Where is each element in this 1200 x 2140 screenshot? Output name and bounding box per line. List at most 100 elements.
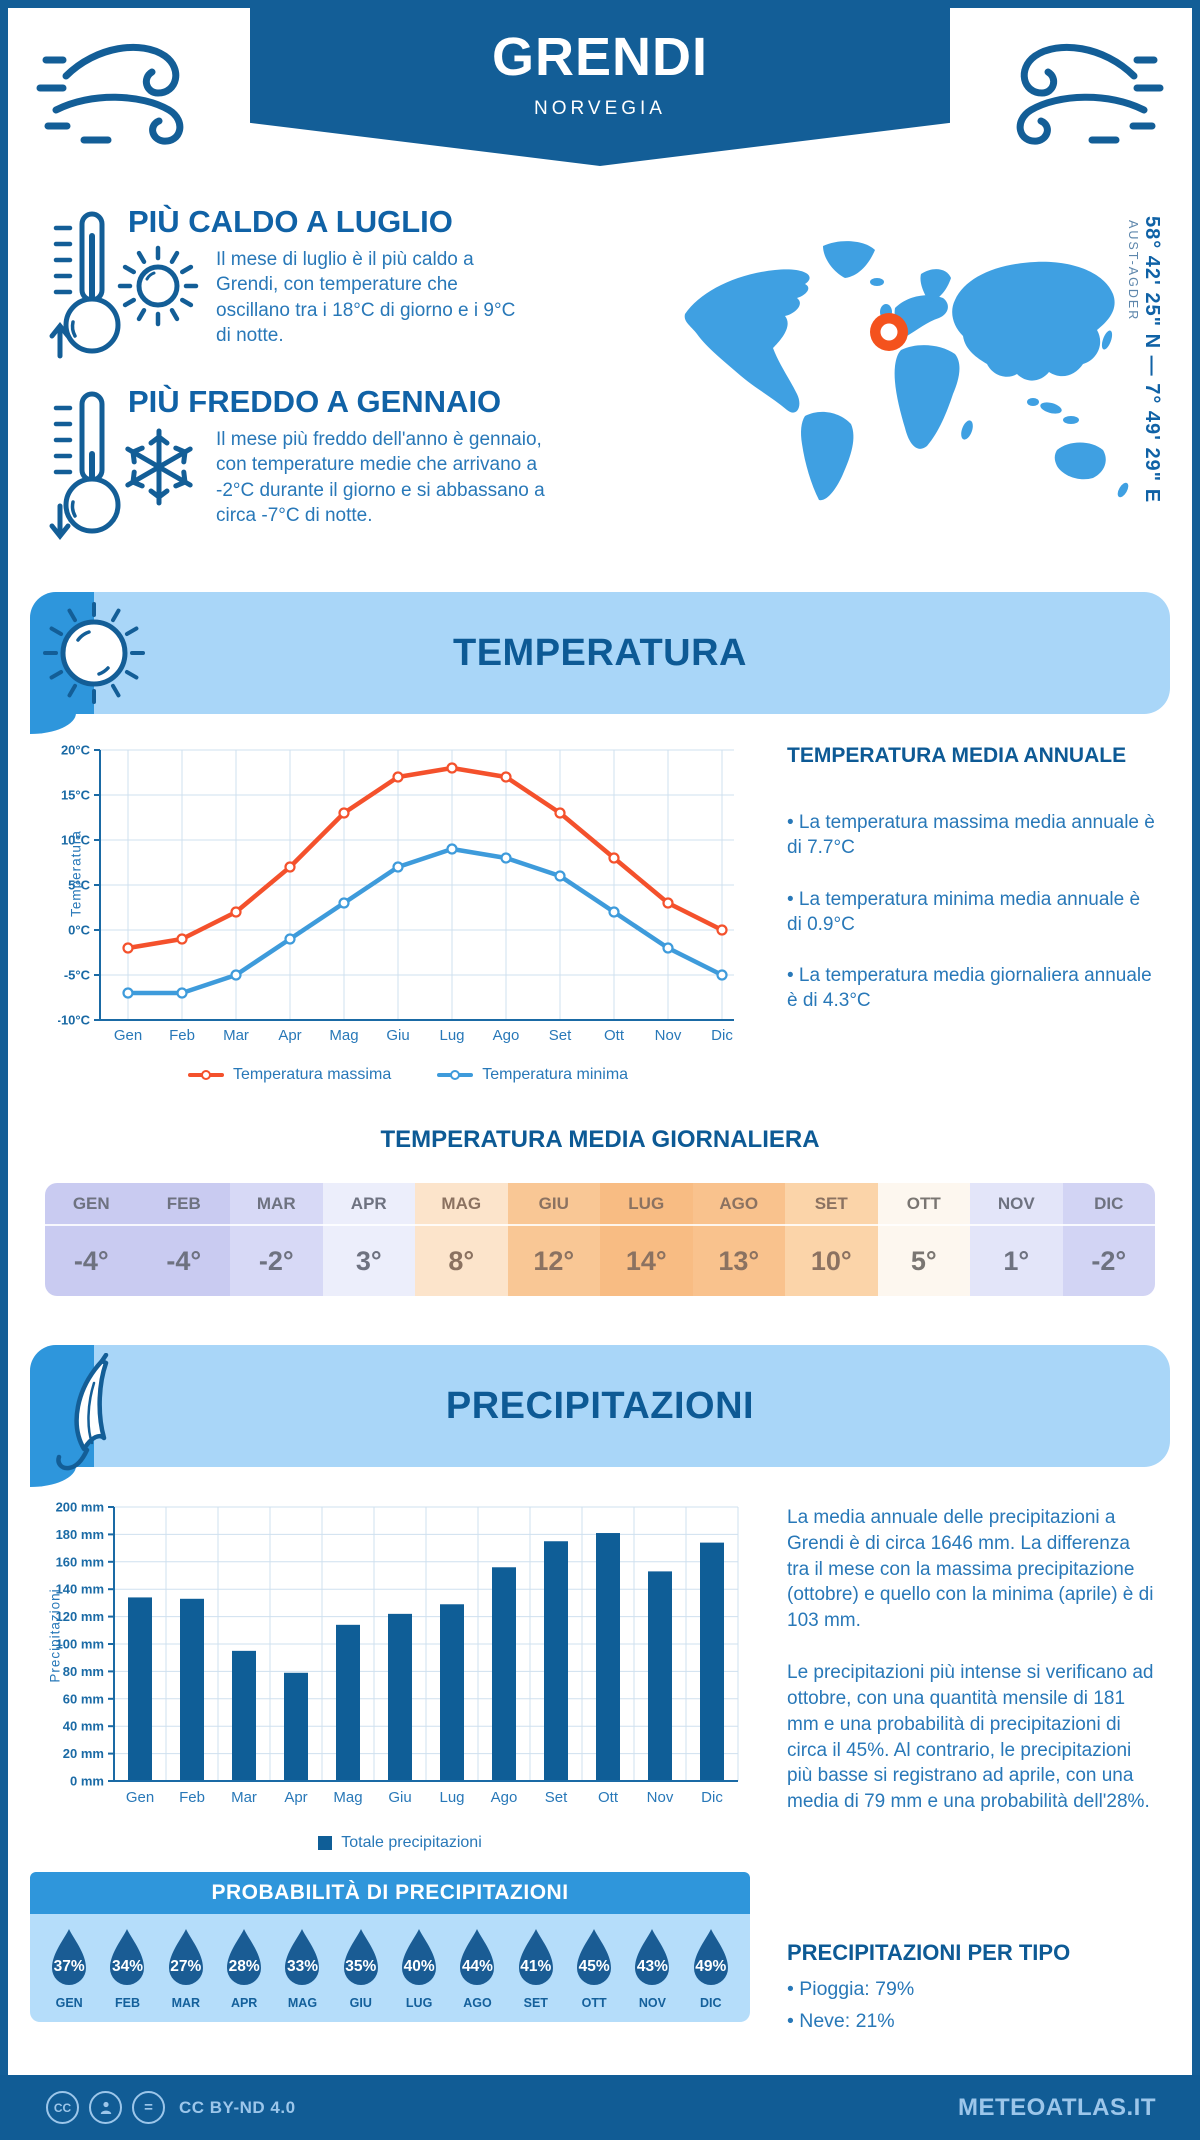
data-point [446,843,458,855]
data-point [122,942,134,954]
table-temperature-value: 3° [355,1245,382,1276]
x-tick-label: Mag [329,1027,358,1044]
legend-item: Temperatura massima [187,1066,391,1084]
continent-australia [1054,442,1106,480]
cc-nd-icon: = [132,2091,165,2124]
coordinates-text: 58° 42' 25" N — 7° 49' 29" E [1141,216,1163,504]
y-tick-label: -5°C [64,968,91,983]
data-point [608,852,620,864]
data-point [662,942,674,954]
cc-icons: CC = [46,2091,165,2124]
umbrella-icon [56,1353,109,1471]
data-point [662,897,674,909]
probability-value: 41% [520,1958,552,1975]
data-point [176,987,188,999]
y-tick-label: 0°C [68,923,90,938]
x-tick-label: Ott [604,1027,625,1044]
x-tick-label: Nov [647,1789,674,1806]
x-tick-label: Lug [439,1027,464,1044]
y-tick-label: 40 mm [63,1719,104,1734]
data-point [122,987,134,999]
probability-value: 33% [286,1958,318,1975]
rain-droplet: 40% LUG [394,1928,444,2010]
table-temperature-value: 12° [533,1245,575,1276]
x-tick-label: Set [545,1789,568,1806]
probability-month: OTT [581,1996,607,2010]
temperature-chart-ylabel: Temperatura [68,830,84,917]
x-tick-label: Mag [333,1789,362,1806]
data-point [230,906,242,918]
droplet-icon [52,1929,87,1985]
data-point [176,933,188,945]
sun-icon [117,245,199,327]
rain-droplet: 43% NOV [627,1928,677,2010]
wind-icon [36,43,184,145]
x-tick-label: Ago [493,1027,520,1044]
continent-europe [894,295,948,336]
data-point [554,870,566,882]
legend-label: Totale precipitazioni [341,1834,482,1851]
table-month-header: OTT [877,1183,970,1226]
snowflake-icon [125,428,193,506]
precipitation-chart-ylabel: Precipitazioni [47,1588,63,1683]
probability-month: GEN [55,1996,83,2010]
continent-south-america [801,411,854,501]
table-temperature-value: -2° [258,1245,294,1276]
y-tick-label: 100 mm [56,1637,104,1652]
droplet-icon [402,1929,437,1985]
probability-value: 40% [403,1958,435,1975]
probability-month: SET [523,1996,548,2010]
droplet-icon [343,1929,378,1985]
bar [596,1533,620,1781]
table-month-header: DIC [1062,1183,1155,1226]
probability-value: 28% [228,1958,260,1975]
x-tick-label: Mar [231,1789,257,1806]
data-point [608,906,620,918]
rain-droplet: 27% MAR [161,1928,211,2010]
line-series [128,846,724,996]
bar [128,1597,152,1781]
probability-month: LUG [405,1996,433,2010]
temperature-section-title: TEMPERATURA [452,632,747,674]
probability-title: PROBABILITÀ DI PRECIPITAZIONI [30,1872,750,1914]
table-month-header: LUG [600,1183,693,1226]
rain-droplet: 28% APR [219,1928,269,2010]
page-border-right [1192,0,1200,2140]
table-column: MAG 8° [415,1183,508,1296]
y-tick-label: 10°C [61,833,91,848]
y-tick-label: 160 mm [56,1554,104,1569]
wind-icon [1016,43,1164,145]
data-point [716,924,728,936]
line-series [127,765,724,951]
probability-month: APR [230,1996,258,2010]
data-point [284,933,296,945]
table-month-header: MAG [415,1183,508,1226]
thermometer-down-icon [49,391,121,540]
droplet-icon [693,1929,728,1985]
footer: CC = CC BY-ND 4.0 METEOATLAS.IT [0,2075,1200,2140]
droplet-icon [285,1929,320,1985]
y-tick-label: 80 mm [63,1664,104,1679]
x-tick-label: Mar [223,1027,249,1044]
y-tick-label: 0 mm [70,1774,104,1789]
temperature-chart-legend: Temperatura massima Temperatura minima [58,1066,758,1084]
precipitation-section-banner: PRECIPITAZIONI [30,1345,1170,1487]
y-tick-label: 120 mm [56,1609,104,1624]
probability-month: FEB [114,1996,140,2010]
table-column: GIU 12° [507,1183,600,1296]
table-column: OTT 5° [877,1183,970,1296]
y-tick-label: 20 mm [63,1746,104,1761]
page-border-left [0,0,8,2140]
continent-asia [952,261,1115,381]
legend-swatch [437,1070,474,1081]
table-temperature-value: 13° [718,1245,760,1276]
annual-temperature-bullets: • La temperatura massima media annuale è… [787,810,1159,1040]
cc-person-icon [89,2091,122,2124]
y-tick-label: 60 mm [63,1691,104,1706]
island-borneo [1027,398,1039,406]
probability-value: 37% [53,1958,85,1975]
y-tick-label: 5°C [68,878,90,893]
probability-section: PROBABILITÀ DI PRECIPITAZIONI 37% GEN 34% F… [30,1872,750,2022]
island-indonesia [1040,402,1062,414]
cold-month-title: PIÙ FREDDO A GENNAIO [128,384,502,419]
